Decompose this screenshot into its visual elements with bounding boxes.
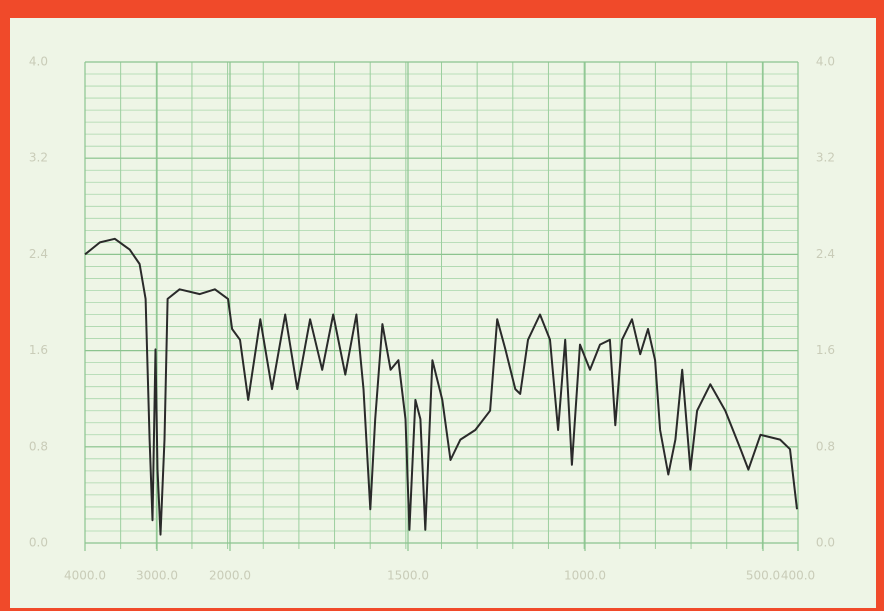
y2-tick-label: 0.0 [816,536,835,550]
y-tick-label: 0.8 [29,439,48,453]
y-tick-label: 0.0 [29,536,48,550]
y-tick-label: 4.0 [29,55,48,69]
x-tick-label: 1500.0 [387,569,429,583]
y2-tick-label: 3.2 [816,151,835,165]
x-tick-label: 500.0 [746,569,780,583]
y-tick-label: 3.2 [29,151,48,165]
y2-tick-label: 0.8 [816,439,835,453]
x-tick-label: 1000.0 [564,569,606,583]
x-tick-label: 3000.0 [136,569,178,583]
chart: 0.0 0.8 1.6 2.4 3.2 4.0 0.0 0.8 1.6 2.4 3.2 4.0 4000… [0,0,884,611]
y2-tick-label: 4.0 [816,55,835,69]
paper [10,18,876,608]
y2-tick-label: 2.4 [816,247,835,261]
y-tick-label: 1.6 [29,343,48,357]
x-tick-label: 4000.0 [64,569,106,583]
x-tick-label: 2000.0 [209,569,251,583]
y2-tick-label: 1.6 [816,343,835,357]
minor-grid [85,62,798,549]
y-tick-label: 2.4 [29,247,48,261]
x-tick-label: 400.0 [781,569,815,583]
